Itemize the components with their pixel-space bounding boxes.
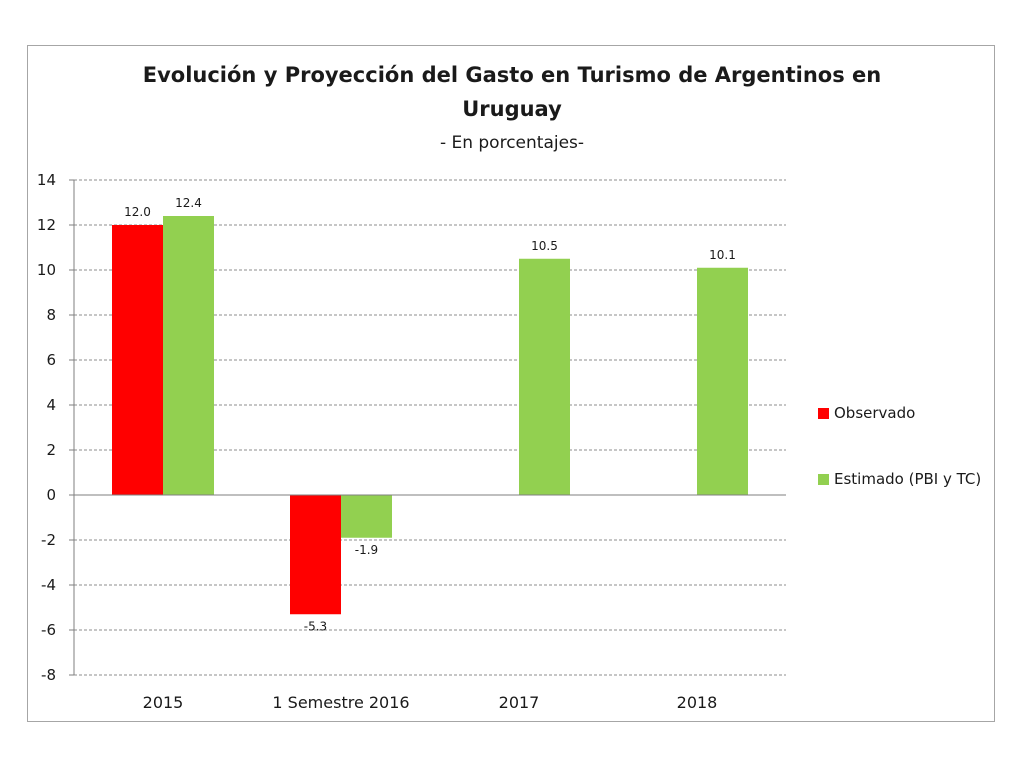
data-label: -1.9 bbox=[355, 543, 378, 557]
x-category-label: 2015 bbox=[143, 693, 184, 712]
chart-title: Evolución y Proyección del Gasto en Turi… bbox=[0, 58, 1024, 126]
legend-item-observado: Observado bbox=[818, 404, 915, 422]
x-category-label: 1 Semestre 2016 bbox=[272, 693, 409, 712]
axis-layer: 14 12 10 8 6 4 2 0 -2 -4 -6 -8 bbox=[37, 171, 786, 684]
chart-title-line2: Uruguay bbox=[462, 97, 562, 121]
bar-estimado-3 bbox=[697, 267, 748, 495]
y-tick-label: 12 bbox=[37, 216, 56, 234]
y-tick-label: 8 bbox=[46, 306, 56, 324]
legend-label-estimado: Estimado (PBI y TC) bbox=[834, 470, 982, 488]
chart-subtitle: - En porcentajes- bbox=[439, 133, 585, 153]
x-category-label: 2018 bbox=[677, 693, 718, 712]
data-label: 10.5 bbox=[531, 239, 558, 253]
y-tick-label: -2 bbox=[41, 531, 56, 549]
y-tick-label: -6 bbox=[41, 621, 56, 639]
bar-layer bbox=[112, 216, 748, 615]
y-tick-label: -8 bbox=[41, 666, 56, 684]
y-tick-label: 0 bbox=[46, 486, 56, 504]
y-tick-label: -4 bbox=[41, 576, 56, 594]
bar-estimado-0 bbox=[163, 216, 214, 495]
label-layer: 12.0 -5.3 12.4 -1.9 10.5 10.1 2015 1 Semestre 2… bbox=[124, 196, 736, 712]
data-label: 10.1 bbox=[709, 248, 736, 262]
data-label: 12.4 bbox=[175, 196, 202, 210]
bar-observado-0 bbox=[112, 225, 163, 495]
data-label: 12.0 bbox=[124, 205, 151, 219]
legend-label-observado: Observado bbox=[834, 404, 916, 422]
data-label: -5.3 bbox=[304, 619, 327, 633]
chart-title-line1: Evolución y Proyección del Gasto en Turi… bbox=[142, 63, 882, 87]
bar-observado-1 bbox=[290, 495, 341, 615]
legend-item-estimado: Estimado (PBI y TC) bbox=[818, 470, 981, 488]
y-tick-label: 6 bbox=[46, 351, 56, 369]
y-tick-label: 14 bbox=[37, 171, 56, 189]
legend-swatch-estimado bbox=[818, 473, 829, 485]
legend-swatch-observado bbox=[818, 407, 829, 419]
x-category-label: 2017 bbox=[499, 693, 540, 712]
bar-estimado-1 bbox=[341, 495, 392, 538]
grid-layer bbox=[74, 179, 786, 676]
bar-estimado-2 bbox=[519, 258, 570, 495]
y-tick-label: 10 bbox=[37, 261, 56, 279]
y-tick-label: 4 bbox=[46, 396, 56, 414]
y-tick-label: 2 bbox=[46, 441, 56, 459]
